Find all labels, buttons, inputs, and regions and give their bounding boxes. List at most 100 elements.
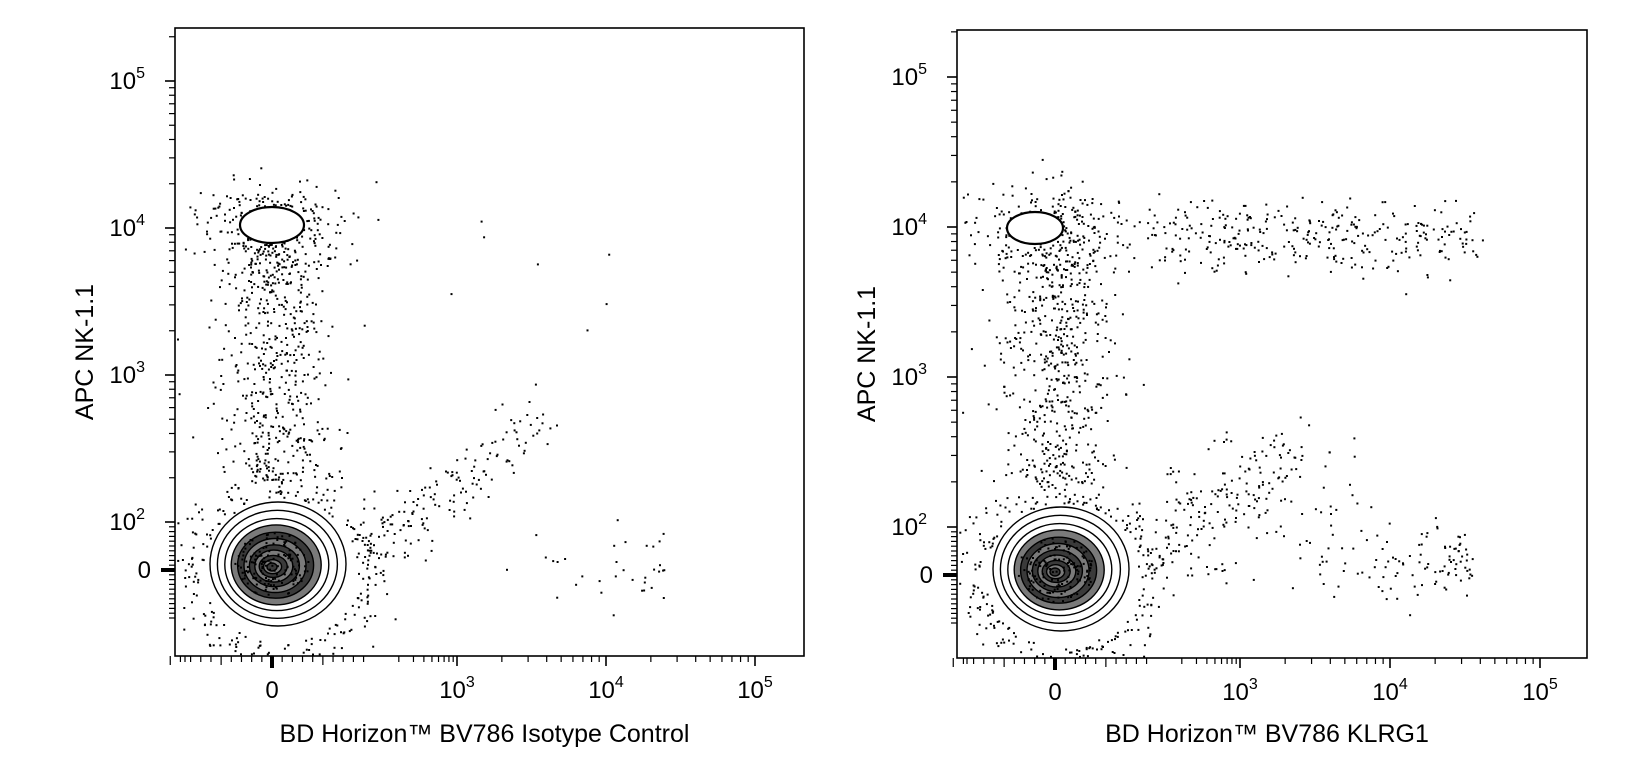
event-dot [1105,233,1108,235]
event-dot [303,499,306,502]
event-dot [1074,240,1077,243]
event-dot [1367,234,1370,237]
event-dot [1069,651,1071,654]
event-dot [234,337,236,339]
event-dot [243,577,246,580]
event-dot [1071,424,1074,427]
event-dot [279,493,282,495]
event-dot [1162,558,1165,561]
event-dot [210,299,213,302]
event-dot [1211,490,1214,493]
event-dot [1334,254,1337,257]
event-dot [1041,572,1044,575]
event-dot [1057,240,1059,243]
event-dot [615,561,618,563]
event-dot [262,391,265,394]
event-dot [975,516,978,519]
event-dot [260,435,263,438]
event-dot [508,460,511,463]
event-dot [336,223,339,226]
event-dot [307,561,310,563]
event-dot [1341,214,1344,217]
event-dot [1222,256,1225,259]
event-dot [1147,567,1150,570]
event-dot [366,602,369,605]
event-dot [1057,295,1060,298]
event-dot [1175,526,1178,529]
event-dot [295,263,298,266]
event-dot [307,373,309,376]
event-dot [1066,544,1069,547]
event-dot [434,503,437,506]
event-dot [1070,186,1073,189]
event-dot [1225,438,1228,441]
event-dot [1073,344,1076,347]
event-dot [1021,255,1024,257]
event-dot [197,578,200,581]
event-dot [1003,391,1006,394]
event-dot [1101,396,1104,399]
event-dot [1030,193,1033,195]
event-dot [255,391,257,394]
event-dot [1141,594,1144,597]
event-dot [1441,236,1443,238]
event-dot [404,501,406,504]
event-dot [1057,346,1060,349]
event-dot [450,293,453,296]
event-dot [1147,554,1150,557]
event-dot [265,269,268,272]
event-dot [286,254,289,257]
event-dot [1052,338,1055,341]
event-dot [257,400,260,402]
event-dot [1434,571,1437,574]
event-dot [1156,221,1159,224]
event-dot [1235,496,1238,499]
event-dot [1313,237,1316,239]
event-dot [1185,545,1188,547]
event-dot [1224,217,1227,220]
event-dot [264,416,267,419]
event-dot [238,309,240,312]
event-dot [1296,230,1299,233]
event-dot [1201,231,1204,234]
event-dot [1045,334,1048,337]
event-dot [1200,528,1203,530]
event-dot [1076,214,1079,217]
event-dot [267,368,270,371]
event-dot [391,514,394,517]
event-dot [1223,569,1226,572]
event-dot [1044,315,1047,318]
event-dot [1008,211,1011,214]
event-dot [285,540,288,543]
event-dot [1280,215,1283,217]
event-dot [1179,260,1182,263]
event-dot [475,483,478,486]
event-dot [256,255,259,258]
event-dot [246,377,249,380]
event-dot [281,273,284,276]
event-dot [261,197,264,200]
event-dot [189,206,192,209]
event-dot [1066,580,1069,583]
event-dot [1045,256,1048,259]
event-dot [1067,565,1070,568]
event-dot [320,264,322,266]
event-dot [1064,428,1067,431]
event-dot [1142,518,1144,521]
event-dot [323,508,326,511]
event-dot [222,466,225,469]
event-dot [1047,278,1049,281]
event-dot [1033,416,1036,419]
event-dot [289,354,292,357]
event-dot [313,240,315,243]
event-dot [1115,519,1118,522]
event-dot [1419,553,1422,556]
event-dot [269,568,271,571]
event-dot [186,517,189,520]
event-dot [1225,521,1228,524]
event-dot [1007,627,1010,630]
event-dot [304,198,307,201]
event-dot [1382,223,1385,226]
event-dot [1195,497,1198,500]
event-dot [284,381,287,384]
